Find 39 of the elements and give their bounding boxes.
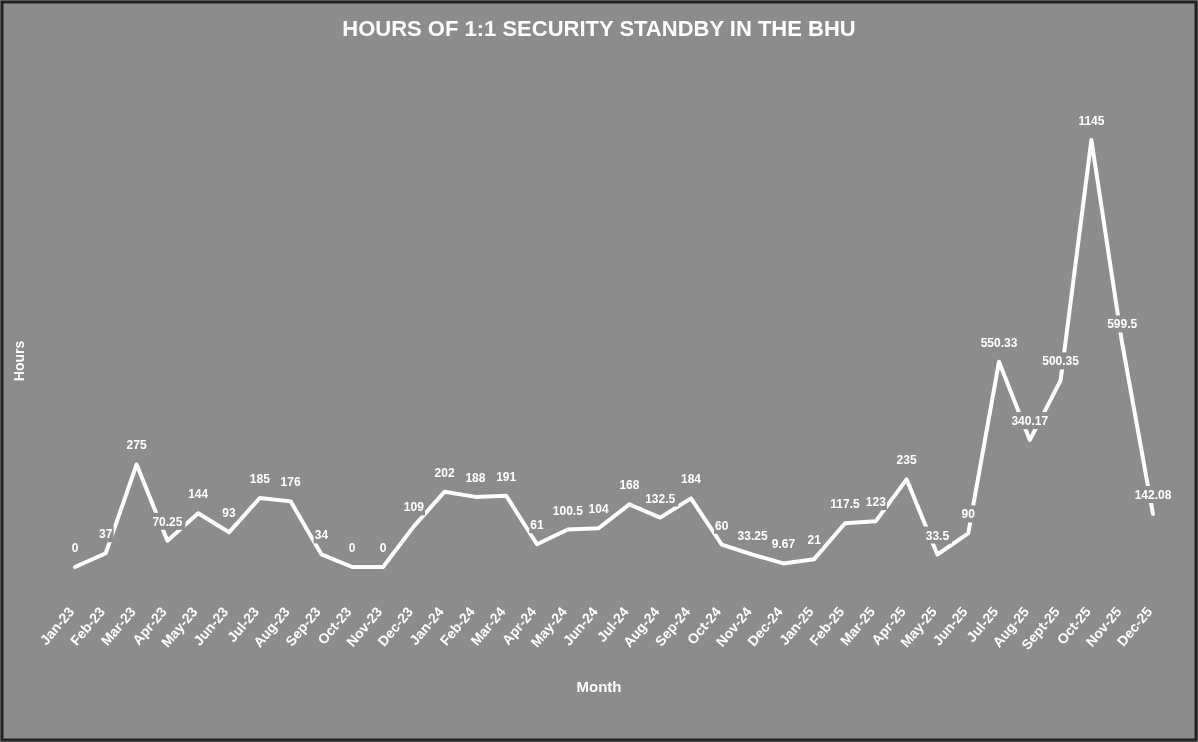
data-label: 60 [715, 518, 729, 533]
data-label: 191 [496, 469, 517, 484]
data-label: 37 [99, 527, 113, 542]
data-label: 144 [188, 487, 209, 502]
data-label: 185 [249, 472, 271, 487]
data-label: 104 [588, 502, 609, 517]
data-label: 90 [961, 507, 976, 522]
data-label: 275 [126, 438, 147, 453]
data-label: 109 [403, 500, 425, 515]
data-label: 142.08 [1134, 488, 1172, 503]
data-label: 70.25 [152, 514, 183, 529]
x-axis-title: Month [576, 678, 622, 695]
data-label: 21 [807, 533, 822, 548]
data-label: 33.5 [925, 528, 950, 543]
data-label: 93 [222, 506, 236, 521]
data-label: 500.35 [1042, 354, 1080, 369]
data-label: 599.5 [1107, 317, 1138, 332]
data-label: 0 [71, 541, 79, 555]
data-label: 0 [348, 541, 356, 555]
data-label: 0 [379, 541, 387, 555]
data-label: 340.17 [1011, 414, 1049, 429]
data-label: 61 [530, 518, 544, 533]
data-label: 235 [896, 453, 917, 468]
data-label: 9.67 [771, 537, 796, 552]
data-label: 184 [680, 472, 702, 487]
data-label: 100.5 [552, 503, 584, 518]
data-label: 33.25 [737, 528, 768, 543]
y-axis-title: Hours [11, 340, 27, 382]
chart-title: HOURS OF 1:1 SECURITY STANDBY IN THE BHU [342, 16, 856, 41]
data-label: 1145 [1078, 114, 1105, 128]
data-label: 188 [465, 470, 486, 485]
data-label: 176 [280, 475, 301, 490]
data-label: 117.5 [830, 497, 861, 512]
data-label: 202 [434, 465, 455, 480]
data-label: 34 [314, 528, 329, 543]
data-label: 132.5 [645, 491, 676, 506]
data-label: 168 [619, 478, 640, 493]
data-label: 550.33 [980, 335, 1018, 350]
data-label: 123 [865, 495, 887, 510]
